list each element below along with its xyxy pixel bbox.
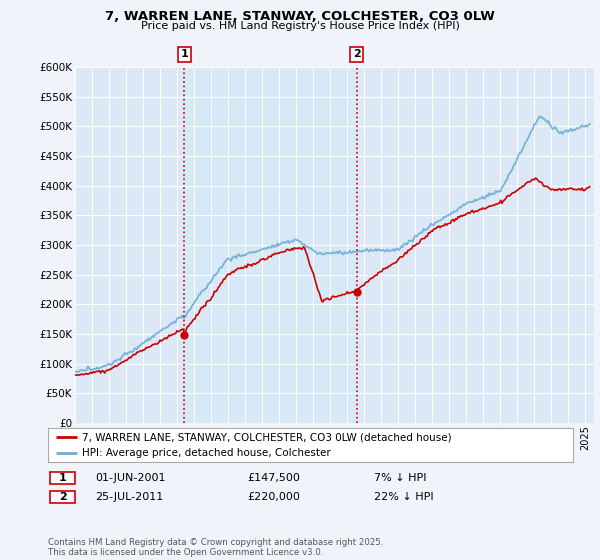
Text: 7% ↓ HPI: 7% ↓ HPI — [373, 473, 426, 483]
Text: HPI: Average price, detached house, Colchester: HPI: Average price, detached house, Colc… — [82, 448, 331, 458]
Text: 1: 1 — [181, 49, 188, 59]
FancyBboxPatch shape — [50, 472, 76, 484]
FancyBboxPatch shape — [50, 491, 76, 503]
Text: £147,500: £147,500 — [248, 473, 301, 483]
Text: 2: 2 — [59, 492, 67, 502]
Text: Price paid vs. HM Land Registry's House Price Index (HPI): Price paid vs. HM Land Registry's House … — [140, 21, 460, 31]
Bar — [184, 67, 357, 423]
Text: 01-JUN-2001: 01-JUN-2001 — [95, 473, 166, 483]
Text: 22% ↓ HPI: 22% ↓ HPI — [373, 492, 433, 502]
Text: £220,000: £220,000 — [248, 492, 301, 502]
Text: Contains HM Land Registry data © Crown copyright and database right 2025.
This d: Contains HM Land Registry data © Crown c… — [48, 538, 383, 557]
Text: 7, WARREN LANE, STANWAY, COLCHESTER, CO3 0LW: 7, WARREN LANE, STANWAY, COLCHESTER, CO3… — [105, 10, 495, 23]
Text: 7, WARREN LANE, STANWAY, COLCHESTER, CO3 0LW (detached house): 7, WARREN LANE, STANWAY, COLCHESTER, CO3… — [82, 432, 452, 442]
Text: 1: 1 — [59, 473, 67, 483]
Text: 25-JUL-2011: 25-JUL-2011 — [95, 492, 163, 502]
Text: 2: 2 — [353, 49, 361, 59]
